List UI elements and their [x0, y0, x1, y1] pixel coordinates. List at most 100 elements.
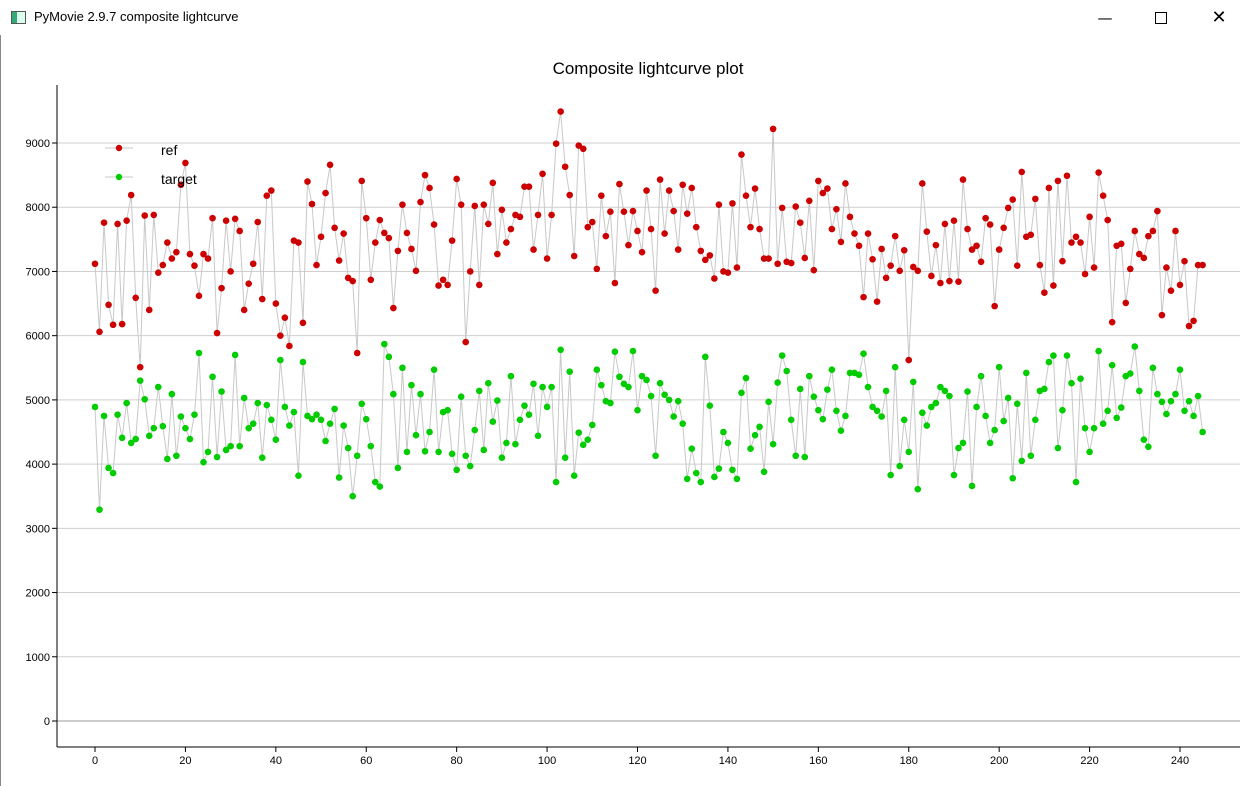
data-point-target	[475, 387, 483, 395]
data-point-ref	[805, 197, 813, 205]
data-point-ref	[715, 201, 723, 208]
data-point-target	[783, 367, 790, 375]
data-point-ref	[268, 187, 275, 194]
window-title: PyMovie 2.9.7 composite lightcurve	[34, 9, 239, 24]
data-point-target	[480, 446, 488, 454]
data-point-target	[805, 372, 813, 380]
data-point-ref	[561, 163, 569, 171]
data-point-target	[286, 422, 293, 429]
data-point-target	[928, 403, 935, 411]
data-point-ref	[507, 225, 515, 233]
data-point-ref	[995, 246, 1003, 253]
y-tick-label: 6000	[26, 331, 50, 343]
data-point-ref	[950, 217, 958, 225]
data-point-ref	[281, 314, 289, 321]
data-point-target	[1199, 428, 1206, 436]
data-point-target	[702, 353, 709, 361]
data-point-target	[905, 448, 913, 456]
data-point-ref	[1077, 239, 1084, 246]
data-point-target	[222, 446, 230, 454]
data-point-ref	[371, 239, 379, 246]
data-point-ref	[1145, 232, 1152, 240]
app-icon	[11, 11, 26, 24]
data-point-ref	[471, 202, 479, 210]
data-point-ref	[873, 298, 881, 305]
data-point-target	[1077, 375, 1084, 382]
data-point-target	[1108, 361, 1116, 369]
data-point-ref	[1131, 227, 1139, 235]
data-point-target	[1099, 420, 1107, 427]
data-point-ref	[751, 185, 759, 192]
data-point-ref	[1068, 239, 1075, 246]
data-point-ref	[435, 282, 442, 289]
data-point-ref	[837, 238, 845, 246]
data-point-ref	[258, 295, 266, 303]
data-point-ref	[932, 241, 940, 249]
data-point-ref	[629, 207, 637, 215]
y-tick-label: 7000	[26, 266, 50, 278]
data-point-ref	[335, 257, 343, 264]
data-point-target	[697, 478, 705, 486]
data-point-ref	[570, 252, 578, 260]
data-point-ref	[403, 229, 411, 237]
data-point-target	[1136, 387, 1143, 395]
data-point-ref	[756, 225, 763, 233]
x-tick-label: 40	[270, 755, 282, 767]
data-point-ref	[1009, 196, 1017, 203]
data-point-target	[100, 412, 108, 420]
data-point-target	[882, 387, 890, 395]
data-point-ref	[661, 230, 668, 237]
data-point-ref	[991, 302, 998, 310]
data-point-target	[213, 453, 221, 461]
data-point-target	[123, 399, 130, 407]
x-tick-label: 140	[719, 755, 737, 767]
data-point-ref	[1104, 216, 1111, 224]
data-point-target	[1050, 352, 1057, 359]
data-point-ref	[647, 225, 655, 233]
data-point-ref	[439, 276, 447, 284]
minimize-button[interactable]: —	[1082, 0, 1128, 35]
close-button[interactable]: ✕	[1196, 0, 1242, 35]
data-point-target	[634, 406, 641, 414]
data-point-target	[118, 434, 126, 442]
data-point-ref	[824, 185, 831, 192]
data-point-ref	[123, 217, 130, 225]
data-point-ref	[860, 293, 867, 301]
data-point-ref	[607, 208, 614, 216]
data-point-target	[557, 346, 564, 354]
data-point-target	[105, 464, 112, 472]
data-point-target	[815, 406, 822, 414]
data-point-ref	[209, 214, 216, 222]
data-point-target	[1009, 474, 1017, 482]
data-point-target	[679, 420, 687, 427]
data-point-target	[136, 377, 144, 384]
data-point-target	[466, 462, 474, 470]
data-point-ref	[136, 363, 144, 371]
data-point-ref	[475, 281, 483, 289]
data-point-ref	[711, 275, 718, 282]
data-point-ref	[543, 255, 551, 262]
data-point-target	[824, 386, 831, 393]
data-point-target	[209, 373, 216, 381]
data-point-ref	[1122, 299, 1130, 307]
data-point-ref	[1099, 192, 1107, 199]
data-point-ref	[909, 263, 917, 271]
data-point-target	[141, 395, 149, 403]
data-point-ref	[937, 279, 944, 287]
data-point-ref	[498, 206, 506, 214]
data-point-target	[326, 420, 334, 427]
data-point-target	[408, 381, 415, 389]
data-point-ref	[331, 224, 338, 232]
data-point-target	[729, 466, 736, 474]
data-point-target	[887, 471, 894, 479]
y-tick-label: 1000	[26, 652, 50, 664]
data-point-target	[331, 405, 338, 413]
data-point-target	[711, 473, 718, 481]
data-point-ref	[900, 246, 908, 254]
window-titlebar: PyMovie 2.9.7 composite lightcurve — ✕	[0, 0, 1250, 35]
maximize-button[interactable]	[1138, 0, 1184, 35]
data-point-ref	[769, 125, 777, 133]
data-point-target	[629, 347, 637, 355]
data-point-ref	[1117, 240, 1125, 248]
